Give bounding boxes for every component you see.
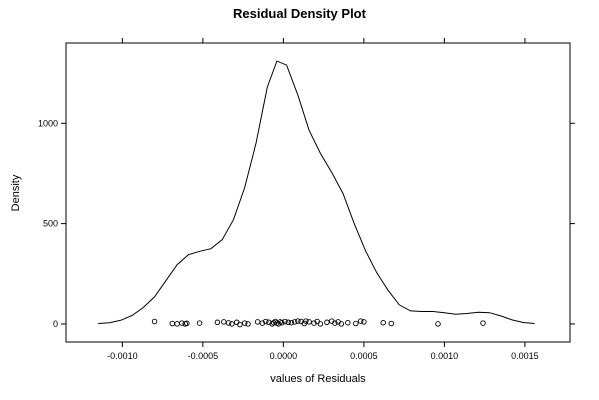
residual-point — [361, 319, 367, 325]
density-curve — [98, 60, 535, 324]
residual-point — [338, 321, 345, 327]
residual-point — [196, 320, 203, 326]
residual-point — [270, 319, 277, 326]
x-axis: -0.0010 -0.0005 0.0000 0.0005 0.0010 0.0015 — [107, 38, 539, 361]
x-tick-label: -0.0005 — [188, 351, 219, 361]
residual-point — [262, 318, 269, 325]
residual-point — [225, 320, 232, 326]
x-tick-label: 0.0005 — [350, 351, 378, 361]
residual-point — [311, 320, 317, 326]
residual-point — [295, 318, 301, 324]
x-axis-label: values of Residuals — [270, 373, 366, 385]
residual-point — [184, 320, 190, 327]
y-tick-label: 500 — [43, 219, 58, 229]
residual-point — [435, 321, 441, 327]
residual-point — [214, 319, 221, 326]
residual-point — [291, 319, 298, 325]
x-tick-label: -0.0010 — [107, 351, 138, 361]
residual-point — [480, 320, 486, 326]
residual-point — [241, 320, 248, 326]
residual-point — [259, 320, 266, 326]
residual-point — [151, 318, 158, 325]
residual-point — [169, 320, 176, 327]
residual-point — [303, 318, 309, 324]
x-tick-label: 0.0015 — [511, 351, 539, 361]
plot-frame — [65, 42, 571, 343]
residual-point — [388, 320, 395, 327]
y-tick-label: 1000 — [38, 118, 58, 128]
residual-point — [174, 321, 180, 327]
residual-point — [345, 319, 351, 326]
x-tick-label: 0.0010 — [431, 351, 459, 361]
residual-point — [324, 319, 330, 326]
residual-point — [288, 319, 295, 326]
x-tick-label: 0.0000 — [270, 351, 298, 361]
residual-point — [229, 321, 235, 327]
residual-point — [332, 320, 338, 326]
y-axis-label: Density — [10, 174, 22, 211]
residual-point — [282, 318, 288, 325]
residual-points — [151, 318, 486, 328]
residual-point — [245, 321, 251, 327]
density-series — [98, 60, 535, 324]
residual-point — [254, 319, 261, 325]
residual-point — [353, 320, 359, 327]
residual-point — [279, 319, 285, 326]
y-tick-label: 0 — [53, 319, 58, 329]
y-axis: 0 500 1000 — [38, 118, 575, 329]
residual-point — [285, 319, 291, 326]
residual-point — [317, 321, 324, 327]
residual-point — [221, 319, 227, 325]
residual-point — [357, 318, 364, 324]
chart-title: Residual Density Plot — [233, 6, 367, 21]
residual-point — [380, 319, 386, 326]
residual-point — [237, 321, 243, 328]
residual-point — [306, 319, 312, 325]
